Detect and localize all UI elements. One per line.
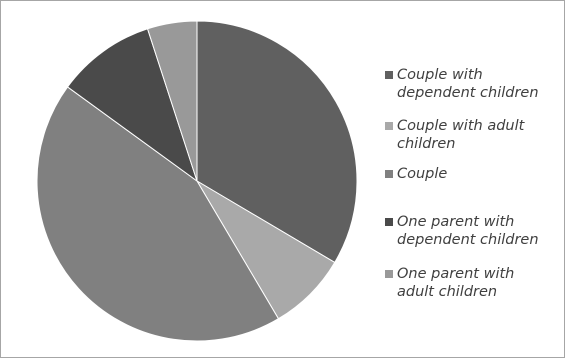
legend-item-couple-dependent: Couple with dependent children (385, 66, 539, 102)
legend-label: Couple with (397, 67, 483, 83)
legend-label: One parent with (397, 266, 515, 282)
legend-label: dependent children (397, 85, 539, 101)
legend-swatch (385, 122, 393, 130)
legend-label: Couple with adult (397, 118, 525, 134)
legend-label: dependent children (397, 232, 539, 248)
legend-label: adult children (397, 284, 498, 300)
legend-label: One parent with (397, 214, 515, 230)
legend-label: Couple (397, 166, 448, 182)
legend-swatch (385, 170, 393, 178)
legend-swatch (385, 270, 393, 278)
pie-slice-0 (196, 20, 358, 264)
legend-item-one-parent-dependent: One parent with dependent children (385, 213, 539, 249)
legend-item-couple: Couple (385, 165, 448, 183)
legend-item-couple-adult: Couple with adult children (385, 117, 525, 153)
pie-slice-2 (36, 86, 280, 342)
legend-label: children (397, 136, 456, 152)
pie-slice-4 (146, 20, 198, 182)
legend-swatch (385, 218, 393, 226)
legend-swatch (385, 71, 393, 79)
pie-slice-3 (66, 28, 198, 183)
legend-item-one-parent-adult: One parent with adult children (385, 265, 515, 301)
